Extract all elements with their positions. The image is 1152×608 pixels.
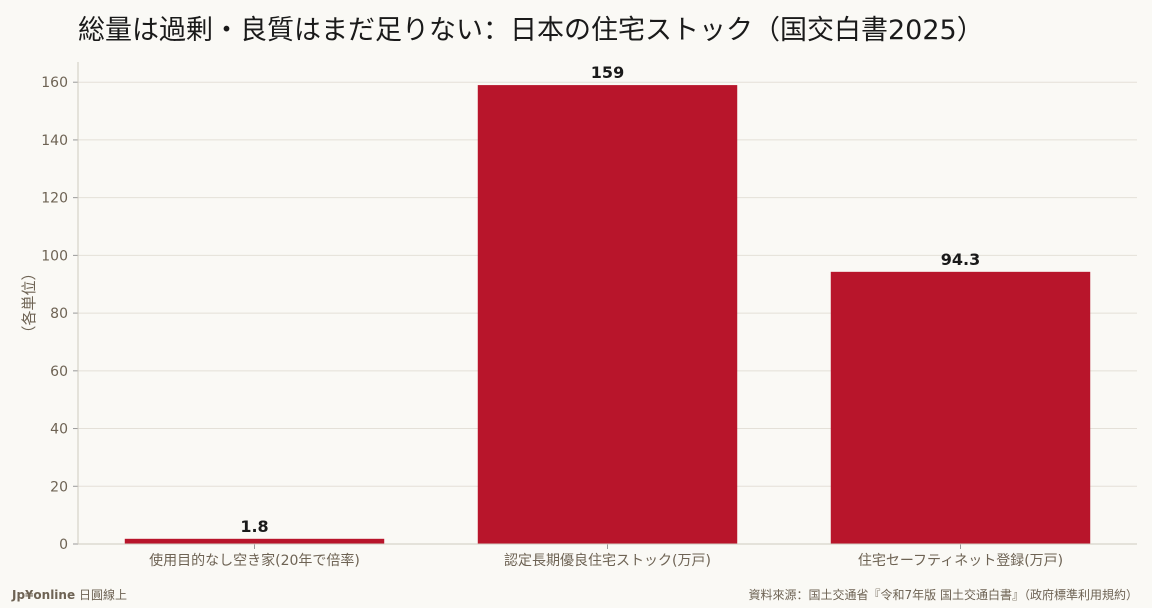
chart-title: 総量は過剰・良質はまだ足りない：日本の住宅ストック（国交白書2025）	[78, 15, 984, 46]
x-tick-label: 住宅セーフティネット登録(万戸)	[858, 553, 1063, 569]
y-tick-label: 0	[59, 537, 68, 553]
source-note: 資料來源：国土交通省『令和7年版 国土交通白書』（政府標準利用規約）	[748, 588, 1138, 602]
bar	[124, 538, 385, 544]
footer-brand: Jp¥online 日圓線上	[12, 586, 127, 603]
y-tick-label: 60	[50, 364, 68, 380]
value-label: 94.3	[941, 250, 980, 269]
y-tick-label: 100	[41, 248, 68, 264]
y-tick-label: 20	[50, 479, 68, 495]
y-tick-label: 120	[41, 191, 68, 207]
brand-subtitle: 日圓線上	[78, 588, 127, 602]
y-axis-ticks: 0 20 40 60 80 100 120 140 160	[41, 75, 78, 553]
value-label: 1.8	[240, 517, 268, 536]
y-tick-label: 160	[41, 75, 68, 91]
y-tick-label: 140	[41, 133, 68, 149]
bars	[124, 85, 1091, 545]
x-tick-label: 認定長期優良住宅ストック(万戸)	[504, 553, 711, 569]
bar	[477, 85, 738, 545]
brand-name: Jp¥online	[12, 588, 76, 602]
y-tick-label: 80	[50, 306, 68, 322]
y-tick-label: 40	[50, 422, 68, 438]
bar	[830, 271, 1091, 544]
value-labels: 1.8 159 94.3	[240, 63, 980, 536]
x-tick-label: 使用目的なし空き家(20年で倍率)	[149, 552, 360, 569]
x-axis-ticks: 使用目的なし空き家(20年で倍率) 認定長期優良住宅ストック(万戸) 住宅セーフティ…	[149, 544, 1063, 569]
value-label: 159	[591, 63, 624, 82]
y-axis-label: （各単位）	[20, 265, 38, 340]
